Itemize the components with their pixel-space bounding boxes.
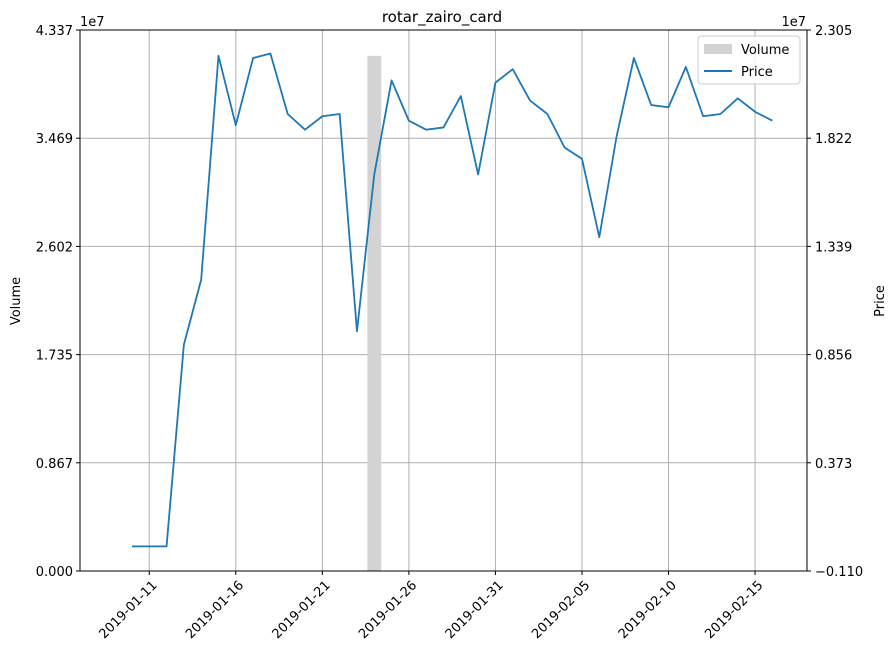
left-axis-tick-label: 2.602 bbox=[36, 240, 73, 255]
price-series bbox=[132, 54, 772, 547]
left-axis-scale-label: 1e7 bbox=[80, 15, 105, 30]
right-axis-tick-label: 0.373 bbox=[815, 457, 852, 472]
x-axis-tick-label: 2019-01-31 bbox=[443, 578, 507, 642]
right-axis-tick-label: 1.339 bbox=[815, 240, 852, 255]
right-axis-title: Price bbox=[873, 285, 888, 317]
right-axis-tick-label: 2.305 bbox=[815, 24, 852, 39]
x-axis-tick-label: 2019-01-11 bbox=[97, 578, 161, 642]
x-axis-tick-label: 2019-01-21 bbox=[270, 578, 334, 642]
right-axis-scale-label: 1e7 bbox=[781, 15, 806, 30]
plot-frame bbox=[80, 30, 807, 571]
legend-label-price: Price bbox=[741, 65, 773, 80]
right-axis-tick-label: −0.110 bbox=[815, 565, 863, 580]
legend: Volume Price bbox=[698, 36, 800, 84]
x-axis-tick-label: 2019-02-05 bbox=[529, 578, 593, 642]
left-axis-title: Volume bbox=[9, 277, 24, 325]
chart-title: rotar_zairo_card bbox=[382, 8, 502, 27]
x-axis-tick-label: 2019-01-16 bbox=[183, 578, 247, 642]
right-axis-tick-label: 1.822 bbox=[815, 132, 852, 147]
left-axis-tick-label: 0.000 bbox=[36, 565, 73, 580]
left-axis-tick-label: 3.469 bbox=[36, 132, 73, 147]
price-line bbox=[132, 54, 772, 547]
legend-label-volume: Volume bbox=[741, 43, 789, 58]
left-axis-tick-label: 0.867 bbox=[36, 457, 73, 472]
volume-bar bbox=[367, 56, 381, 571]
right-axis-tick-label: 0.856 bbox=[815, 349, 852, 364]
volume-bars bbox=[367, 56, 381, 571]
grid-lines bbox=[80, 30, 807, 571]
legend-swatch-volume bbox=[704, 44, 732, 54]
left-axis-tick-label: 1.735 bbox=[36, 349, 73, 364]
x-axis-tick-label: 2019-02-15 bbox=[702, 578, 766, 642]
x-axis-tick-label: 2019-02-10 bbox=[616, 578, 680, 642]
x-axis-tick-label: 2019-01-26 bbox=[356, 578, 420, 642]
left-axis-tick-label: 4.337 bbox=[36, 24, 73, 39]
